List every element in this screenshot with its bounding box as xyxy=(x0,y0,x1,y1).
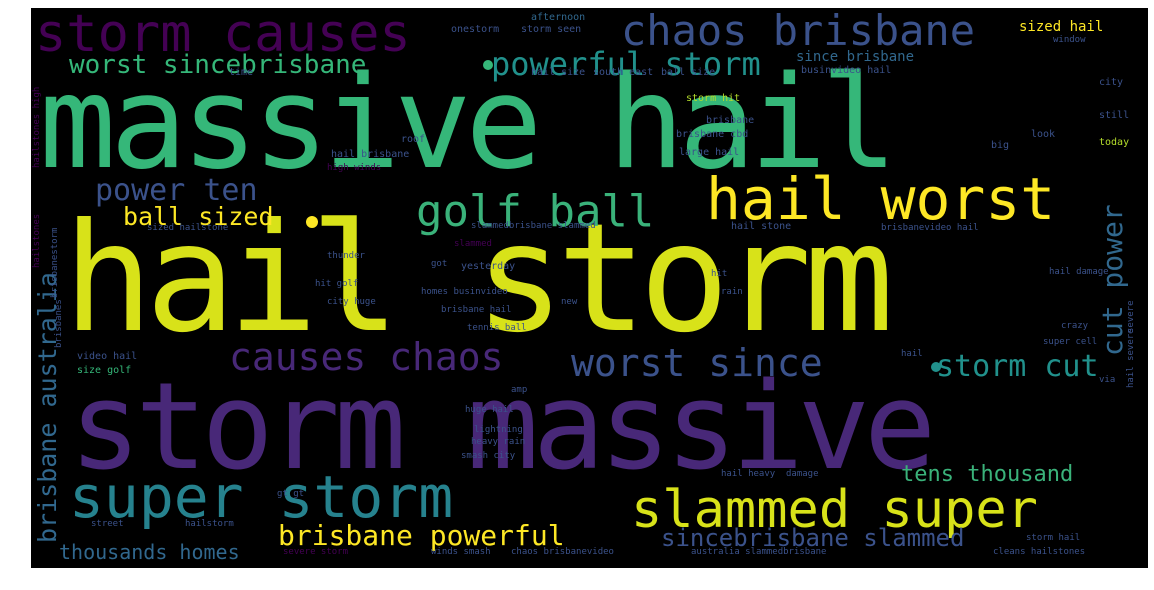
word-rain: rain xyxy=(721,287,743,297)
word-hail-small: hail xyxy=(901,349,923,359)
word-smash-city: smash city xyxy=(461,451,516,461)
dot-mark-2 xyxy=(306,216,318,228)
word-large-hail: large hail xyxy=(679,147,740,158)
word-thousands-homes: thousands homes xyxy=(59,540,240,564)
word-amp: amp xyxy=(511,385,528,395)
word-tens-thousand: tens thousand xyxy=(901,462,1074,487)
word-tennis-ball: tennis ball xyxy=(467,323,527,333)
word-slammed-super: slammed super xyxy=(631,480,1038,540)
word-hail-stone: hail stone xyxy=(731,221,792,232)
word-today: today xyxy=(1099,137,1130,148)
word-worst-sincebrisbane: worst sincebrisbane xyxy=(69,50,367,80)
word-brisbane-hail: brisbane hail xyxy=(441,305,512,315)
word-cleans-hailstones: cleans hailstones xyxy=(993,547,1086,557)
word-since-brisbane: since brisbane xyxy=(796,49,915,65)
word-street: street xyxy=(91,519,124,529)
word-crazy: crazy xyxy=(1061,321,1089,331)
word-slammedbrisbane-slammed: slammedbrisbane slammed xyxy=(471,221,596,231)
word-sized-hailstone: sized hailstone xyxy=(147,223,229,233)
word-cut-power: cut power xyxy=(1096,204,1129,356)
word-hailstones-vert: hailstones xyxy=(32,213,42,268)
word-high-winds: high winds xyxy=(327,163,382,173)
word-hailstones-high: hailstones high xyxy=(32,86,42,168)
word-storm-massive: storm massive xyxy=(69,358,936,497)
word-winds-smash: winds smash xyxy=(431,547,491,557)
word-brisbane-cbd: brisbane cbd xyxy=(676,129,749,140)
word-via: via xyxy=(1099,375,1116,385)
word-brisbanevideo-hail: brisbanevideo hail xyxy=(881,223,979,233)
word-sincebrisbane-slammed: sincebrisbane slammed xyxy=(661,524,965,552)
word-homes-businvideo: homes businvideo xyxy=(421,287,508,297)
word-window: window xyxy=(1053,35,1086,45)
word-brisbane-powerful: brisbane powerful xyxy=(278,519,565,552)
word-causes-chaos: causes chaos xyxy=(229,335,504,379)
word-still: still xyxy=(1099,110,1130,121)
word-heavy-rain: heavy rain xyxy=(471,437,526,447)
word-lightning: lightning xyxy=(474,425,523,435)
word-massive-hail: massive hail xyxy=(39,49,898,198)
word-ball-size: ball size xyxy=(661,67,716,78)
word-new: new xyxy=(561,297,578,307)
word-hail-severe: hail severe xyxy=(1126,328,1136,388)
word-time: time xyxy=(229,67,254,78)
word-afternoon: afternoon xyxy=(531,12,586,23)
word-roof: roof xyxy=(401,134,426,145)
word-thunder: thunder xyxy=(327,251,365,261)
word-hail-damage: hail damage xyxy=(1049,267,1109,277)
word-severe-storm: severe storm xyxy=(283,547,349,557)
word-power-ten: power ten xyxy=(95,173,258,208)
word-brisbanes: brisbanes xyxy=(54,299,64,348)
word-hail-brisbane: hail brisbane xyxy=(331,149,410,160)
word-golf-ball: golf ball xyxy=(416,186,655,237)
word-video-hail: video hail xyxy=(77,351,138,362)
word-hail-heavy: hail heavy xyxy=(721,469,776,479)
word-city: city xyxy=(1099,77,1124,88)
dot-mark-1 xyxy=(483,60,493,70)
word-businvideo-hail: businvideo hail xyxy=(801,65,892,76)
word-hail-size: hail size xyxy=(531,67,586,78)
word-super-storm: super storm xyxy=(69,463,454,531)
word-storm-hit: storm hit xyxy=(686,93,741,104)
word-huge-hail: huge hail xyxy=(465,405,514,415)
word-gt-gt: gt gt xyxy=(277,489,305,499)
word-slammed-small: slammed xyxy=(454,239,492,249)
word-powerful-storm: powerful storm xyxy=(491,45,761,83)
word-chaos-brisbanevideo: chaos brisbanevideo xyxy=(511,547,614,557)
word-australia-slammedbrisbane: australia slammedbrisbane xyxy=(691,547,827,557)
word-onestorm: onestorm xyxy=(451,24,500,35)
word-hit: hit xyxy=(711,269,728,279)
word-size-golf: size golf xyxy=(77,365,132,376)
word-storm-seen: storm seen xyxy=(521,24,582,35)
word-storm-cut: storm cut xyxy=(936,349,1099,384)
word-yesterday: yesterday xyxy=(461,261,516,272)
word-worst-since: worst since xyxy=(571,341,823,385)
word-got: got xyxy=(431,259,448,269)
dot-mark-3 xyxy=(931,362,941,372)
word-storm-causes: storm causes xyxy=(35,8,411,64)
word-brisbanestorm: brisbanestorm xyxy=(50,227,60,298)
word-sized-hail: sized hail xyxy=(1019,19,1104,35)
word-chaos-brisbane: chaos brisbane xyxy=(621,8,976,55)
word-big: big xyxy=(991,140,1010,151)
word-ball-sized: ball sized xyxy=(123,202,274,231)
word-storm-hail: storm hail xyxy=(1026,533,1081,543)
word-look: look xyxy=(1031,129,1056,140)
word-city-huge: city huge xyxy=(327,297,376,307)
word-hailstorm: hailstorm xyxy=(185,519,234,529)
word-brisbane-small: brisbane xyxy=(706,115,755,126)
word-damage: damage xyxy=(786,469,819,479)
word-south-east: south east xyxy=(593,67,654,78)
word-super-cell: super cell xyxy=(1043,337,1098,347)
word-hail-storm: hail storm xyxy=(63,192,894,366)
word-hail-worst: hail worst xyxy=(706,165,1056,233)
word-cloud-canvas: massive hail hail storm storm massive st… xyxy=(31,8,1148,568)
word-hit-golf: hit golf xyxy=(315,279,359,289)
